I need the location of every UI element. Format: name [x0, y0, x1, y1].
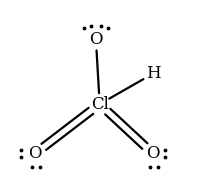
- Text: H: H: [145, 65, 159, 82]
- Text: O: O: [89, 31, 102, 48]
- Text: Cl: Cl: [90, 96, 108, 113]
- Text: O: O: [28, 145, 42, 162]
- Text: O: O: [145, 145, 159, 162]
